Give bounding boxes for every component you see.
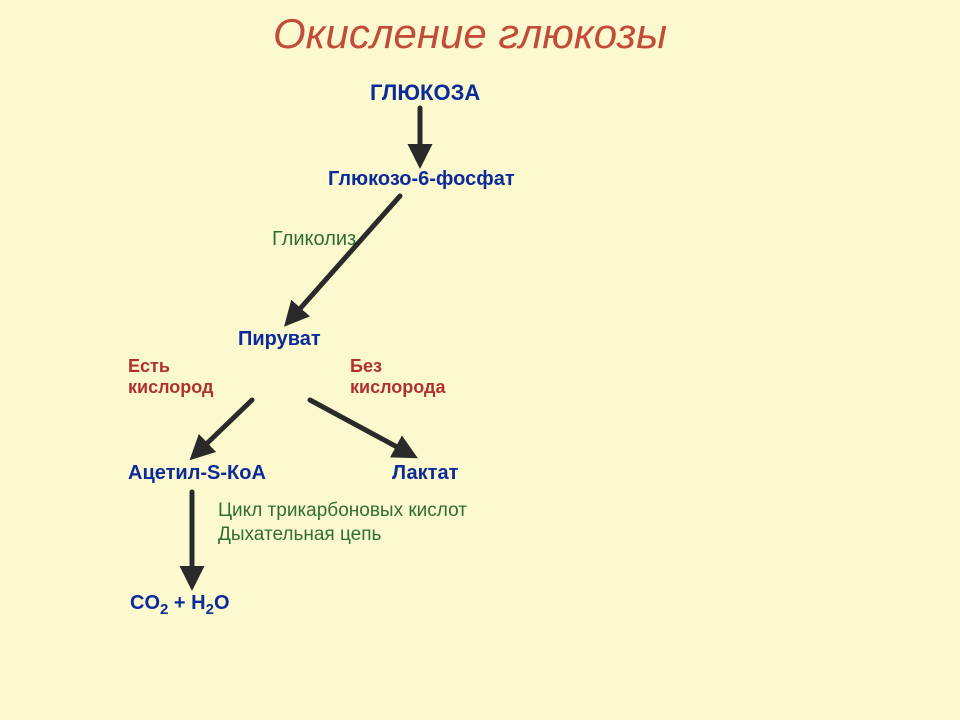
node-co2-h2o: CO2 + H2O xyxy=(130,592,230,618)
node-glucose: ГЛЮКОЗА xyxy=(370,80,480,106)
label-without-oxygen: Без кислорода xyxy=(350,356,445,398)
node-g6p: Глюкозо-6-фосфат xyxy=(328,168,515,191)
label-tca-cycle: Цикл трикарбоновых кислот xyxy=(218,500,467,522)
label-with-oxygen: Есть кислород xyxy=(128,356,213,398)
node-pyruvate: Пируват xyxy=(238,328,321,351)
arrow xyxy=(290,196,400,320)
node-lactate: Лактат xyxy=(392,462,458,485)
slide-title: Окисление глюкозы xyxy=(190,10,750,58)
label-glycolysis: Гликолиз xyxy=(272,228,356,251)
node-acetyl-coa: Ацетил-S-КоА xyxy=(128,462,266,485)
arrow xyxy=(196,400,252,454)
arrow xyxy=(310,400,410,454)
label-respiratory-chain: Дыхательная цепь xyxy=(218,524,381,546)
slide: Окисление глюкозы ГЛЮКОЗА Глюкозо-6-фосф… xyxy=(0,0,960,720)
